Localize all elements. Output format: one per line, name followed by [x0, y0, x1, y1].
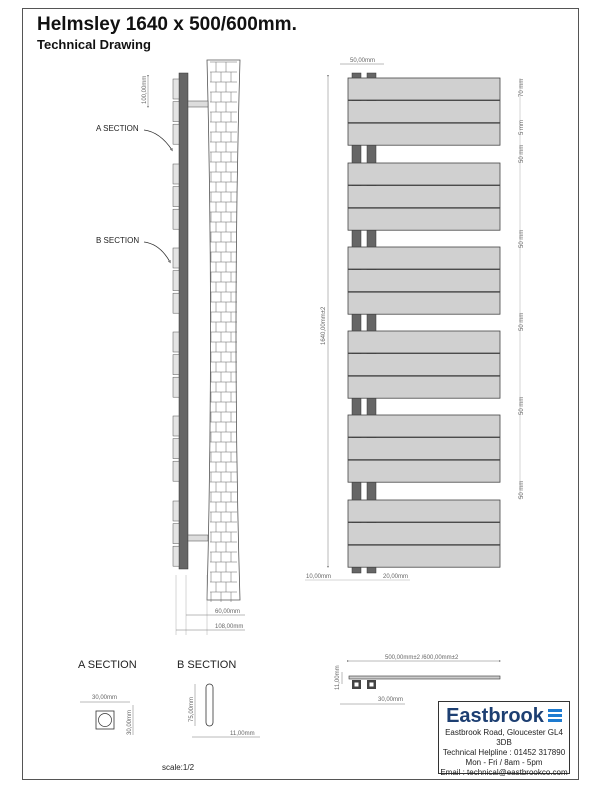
- a-section-title: A SECTION: [78, 659, 137, 671]
- radiator-panel-side: [172, 500, 180, 522]
- height-label: 1640,00mm±2: [321, 306, 327, 345]
- company-logo: Eastbrook: [439, 704, 569, 728]
- company-email[interactable]: Email : technical@eastbrookco.com: [440, 768, 568, 777]
- a-height-label: 30,00mm: [127, 710, 133, 735]
- a-section-pointer-label: A SECTION: [96, 124, 139, 133]
- front-dimensions: 70 mm 5 mm 50 mm 50 mm 50 mm 50 mm 50 mm: [519, 78, 525, 500]
- radiator-panel-side: [172, 331, 180, 353]
- column-right: [366, 72, 377, 574]
- depth-outer-label: 108,00mm: [215, 624, 243, 630]
- radiator-panel: [347, 414, 501, 438]
- radiator-panel-side: [172, 163, 180, 185]
- radiator-panel-side: [172, 545, 180, 567]
- dimension-label: 70 mm: [519, 79, 525, 97]
- radiator-panel: [347, 375, 501, 399]
- dimension-label: 50 mm: [519, 481, 525, 499]
- dimension-label: 50 mm: [519, 397, 525, 415]
- radiator-panel: [347, 269, 501, 293]
- radiator-panel: [347, 162, 501, 186]
- radiator-panel-side: [172, 123, 180, 145]
- radiator-panel-side: [172, 186, 180, 207]
- radiator-panel-side: [172, 376, 180, 398]
- depth-inner-label: 60,00mm: [215, 609, 240, 615]
- radiator-panel: [347, 499, 501, 523]
- radiator-panel-side: [172, 208, 180, 230]
- radiator-panel-side: [172, 460, 180, 482]
- side-panels: [172, 78, 180, 567]
- a-width-label: 30,00mm: [92, 695, 117, 701]
- page-title: Helmsley 1640 x 500/600mm.: [37, 14, 297, 35]
- radiator-column-side: [178, 72, 189, 570]
- company-hours: Mon - Fri / 8am - 5pm: [465, 758, 543, 767]
- wall-bracket-top: [187, 100, 209, 108]
- company-info-box: Eastbrook Eastbrook Road, Gloucester GL4…: [438, 701, 570, 777]
- radiator-panel: [347, 544, 501, 568]
- radiator-panel-side: [172, 270, 180, 291]
- radiator-panel-side: [172, 101, 180, 122]
- dimension-label: 50 mm: [519, 145, 525, 163]
- page-subtitle: Technical Drawing: [37, 37, 151, 52]
- radiator-panel-side: [172, 438, 180, 459]
- column-span-label: 50,00mm: [350, 58, 375, 64]
- radiator-panel: [347, 77, 501, 101]
- radiator-panel-side: [172, 78, 180, 100]
- wall: [206, 59, 241, 601]
- radiator-panel-side: [172, 523, 180, 544]
- company-address: Eastbrook Road, Gloucester GL4 3DB: [445, 728, 563, 747]
- eastbrook-mark-icon: [547, 709, 562, 723]
- radiator-panel: [347, 353, 501, 377]
- radiator-panel: [347, 185, 501, 209]
- b-section-title: B SECTION: [177, 659, 236, 671]
- wall-bracket-bottom: [187, 534, 209, 542]
- dimension-label: 50 mm: [519, 230, 525, 248]
- plan-thickness-label: 11,00mm: [335, 665, 341, 690]
- radiator-panel-side: [172, 292, 180, 314]
- dimension-label: 5 mm: [519, 120, 525, 135]
- radiator-panel: [347, 437, 501, 461]
- wall-bricks: [210, 61, 237, 602]
- top-offset-label: 100,00mm: [142, 76, 148, 104]
- plan-column-label: 30,00mm: [378, 697, 403, 703]
- radiator-panel: [347, 100, 501, 123]
- company-helpline: Technical Helpline : 01452 317890: [442, 748, 566, 757]
- sections: A SECTION B SECTION 30,00mm 30,00mm 75,0…: [78, 659, 260, 772]
- radiator-panel: [347, 291, 501, 315]
- scale-label: scale:1/2: [162, 763, 195, 772]
- radiator-panel-side: [172, 415, 180, 437]
- radiator-panel-side: [172, 354, 180, 375]
- drawing-frame: [22, 8, 579, 780]
- side-view: 100,00mm A SECTION B SECTION 60,00mm 108…: [96, 59, 245, 635]
- left-offset-label: 10,00mm: [306, 574, 331, 580]
- radiator-panel: [347, 522, 501, 545]
- front-view: 50,00mm 1640,00mm±2 70 mm 5 mm 50 mm 50 mm 5…: [305, 58, 525, 581]
- radiator-panel-side: [172, 247, 180, 269]
- b-section-pointer-label: B SECTION: [96, 236, 139, 245]
- radiator-panel: [347, 122, 501, 146]
- b-height-label: 75,00mm: [189, 697, 195, 722]
- radiator-panel: [347, 330, 501, 354]
- column-width-label: 20,00mm: [383, 574, 408, 580]
- plan-view: 500,00mm±2 /600,00mm±2 11,00mm 30,00mm: [335, 655, 501, 705]
- radiator-panel: [347, 459, 501, 483]
- radiator-panel: [347, 246, 501, 270]
- b-width-label: 11,00mm: [230, 731, 255, 737]
- dimension-label: 50 mm: [519, 313, 525, 331]
- front-panels: [347, 77, 501, 568]
- radiator-panel: [347, 207, 501, 231]
- plan-width-label: 500,00mm±2 /600,00mm±2: [385, 655, 459, 661]
- column-left: [351, 72, 362, 574]
